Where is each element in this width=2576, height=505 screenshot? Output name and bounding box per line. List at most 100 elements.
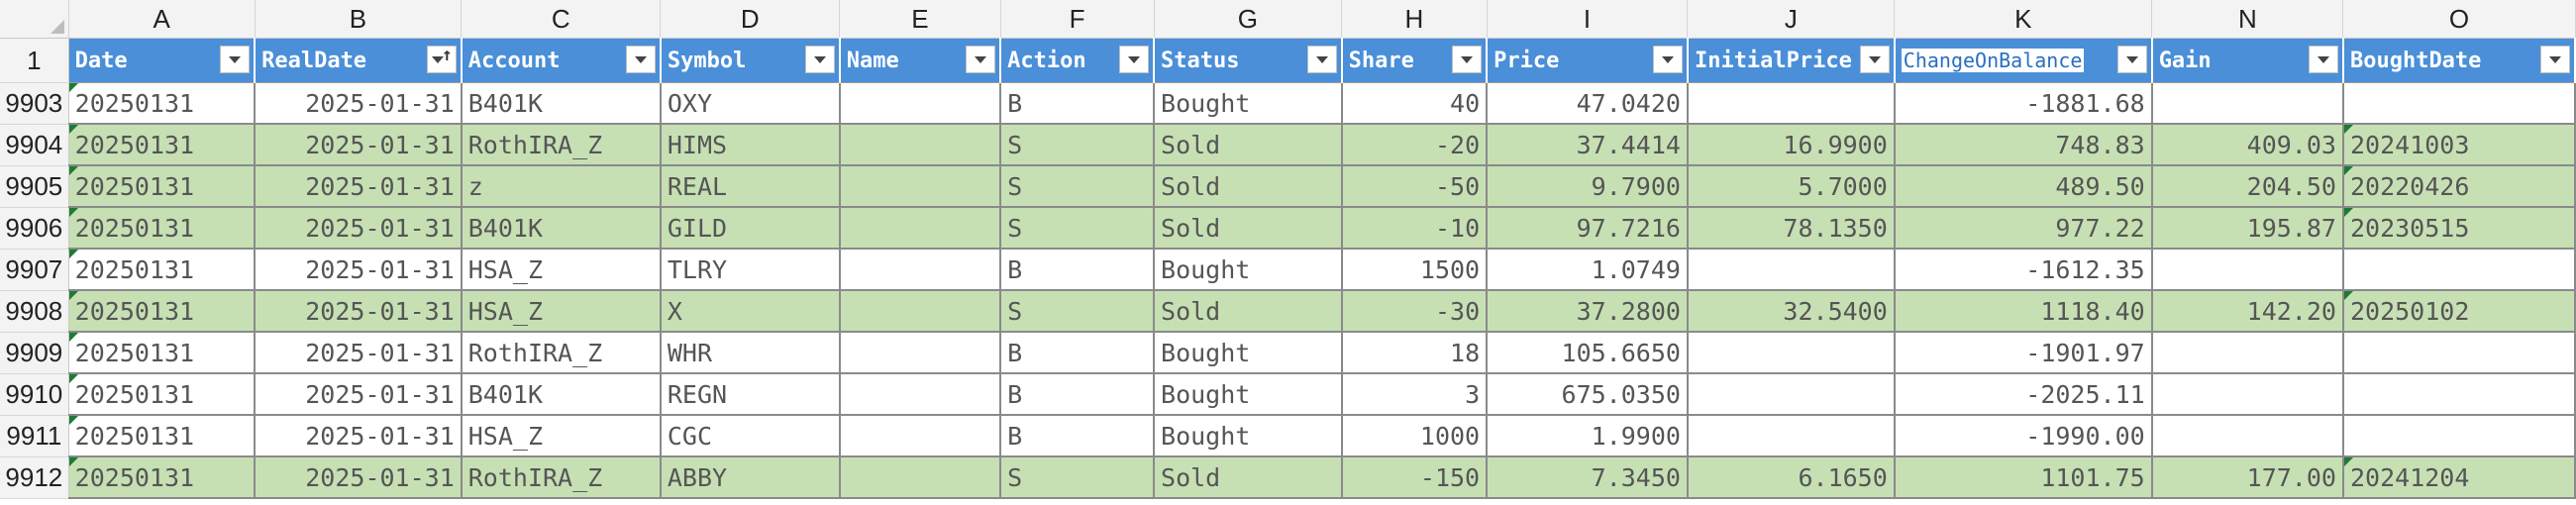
cell-symbol[interactable]: TLRY xyxy=(660,249,841,291)
cell-gain[interactable]: 142.20 xyxy=(2151,290,2344,333)
column-header-H[interactable]: H xyxy=(1341,0,1488,39)
cell-gain[interactable] xyxy=(2151,373,2344,416)
cell-status[interactable]: Sold xyxy=(1154,124,1343,166)
cell-share[interactable]: 3 xyxy=(1341,373,1489,416)
cell-realdate[interactable]: 2025-01-31 xyxy=(255,332,463,374)
cell-account[interactable]: RothIRA_Z xyxy=(461,456,662,499)
column-header-F[interactable]: F xyxy=(1000,0,1155,39)
cell-date[interactable]: 20250131 xyxy=(68,373,257,416)
cell-initialprice[interactable] xyxy=(1687,373,1896,416)
cell-price[interactable]: 47.0420 xyxy=(1487,82,1689,125)
cell-realdate[interactable]: 2025-01-31 xyxy=(255,456,463,499)
cell-account[interactable]: B401K xyxy=(461,373,662,416)
cell-action[interactable]: S xyxy=(1000,290,1156,333)
cell-status[interactable]: Sold xyxy=(1154,290,1343,333)
cell-action[interactable]: S xyxy=(1000,456,1156,499)
cell-share[interactable]: 40 xyxy=(1341,82,1489,125)
filter-dropdown-icon[interactable] xyxy=(804,46,835,73)
cell-date[interactable]: 20250131 xyxy=(68,456,257,499)
cell-share[interactable]: 18 xyxy=(1341,332,1489,374)
cell-price[interactable]: 105.6650 xyxy=(1487,332,1689,374)
row-number[interactable]: 1 xyxy=(0,38,69,83)
header-cell-name[interactable]: Name xyxy=(839,38,1002,83)
header-cell-account[interactable]: Account xyxy=(461,38,662,83)
cell-gain[interactable]: 177.00 xyxy=(2151,456,2344,499)
cell-status[interactable]: Bought xyxy=(1154,373,1343,416)
cell-share[interactable]: -30 xyxy=(1341,290,1489,333)
cell-action[interactable]: S xyxy=(1000,165,1156,208)
cell-boughtdate[interactable]: 20241204 xyxy=(2342,456,2576,499)
filter-dropdown-icon[interactable] xyxy=(1859,46,1890,73)
cell-action[interactable]: B xyxy=(1000,249,1156,291)
cell-status[interactable]: Bought xyxy=(1154,415,1343,457)
header-cell-action[interactable]: Action xyxy=(1000,38,1156,83)
cell-status[interactable]: Bought xyxy=(1154,82,1343,125)
cell-gain[interactable] xyxy=(2151,332,2344,374)
cell-changeonbalance[interactable]: 748.83 xyxy=(1894,124,2153,166)
cell-boughtdate[interactable]: 20220426 xyxy=(2342,165,2576,208)
column-header-A[interactable]: A xyxy=(68,0,256,39)
header-cell-boughtdate[interactable]: BoughtDate xyxy=(2342,38,2576,83)
cell-price[interactable]: 37.2800 xyxy=(1487,290,1689,333)
cell-initialprice[interactable] xyxy=(1687,82,1896,125)
header-cell-share[interactable]: Share xyxy=(1341,38,1489,83)
cell-share[interactable]: -20 xyxy=(1341,124,1489,166)
row-number[interactable]: 9905 xyxy=(0,165,69,208)
cell-price[interactable]: 1.0749 xyxy=(1487,249,1689,291)
cell-realdate[interactable]: 2025-01-31 xyxy=(255,373,463,416)
cell-status[interactable]: Sold xyxy=(1154,165,1343,208)
header-cell-gain[interactable]: Gain xyxy=(2151,38,2344,83)
header-cell-changeonbalance[interactable]: ChangeOnBalance xyxy=(1894,38,2153,83)
cell-date[interactable]: 20250131 xyxy=(68,290,257,333)
column-header-O[interactable]: O xyxy=(2342,0,2576,39)
cell-boughtdate[interactable] xyxy=(2342,373,2576,416)
cell-account[interactable]: HSA_Z xyxy=(461,290,662,333)
cell-gain[interactable]: 409.03 xyxy=(2151,124,2344,166)
cell-date[interactable]: 20250131 xyxy=(68,332,257,374)
cell-initialprice[interactable]: 6.1650 xyxy=(1687,456,1896,499)
cell-realdate[interactable]: 2025-01-31 xyxy=(255,249,463,291)
cell-realdate[interactable]: 2025-01-31 xyxy=(255,207,463,250)
cell-changeonbalance[interactable]: -2025.11 xyxy=(1894,373,2153,416)
cell-symbol[interactable]: CGC xyxy=(660,415,841,457)
cell-status[interactable]: Bought xyxy=(1154,249,1343,291)
row-number[interactable]: 9903 xyxy=(0,82,69,125)
cell-boughtdate[interactable]: 20241003 xyxy=(2342,124,2576,166)
row-number[interactable]: 9912 xyxy=(0,456,69,499)
cell-name[interactable] xyxy=(839,415,1002,457)
cell-boughtdate[interactable] xyxy=(2342,249,2576,291)
cell-price[interactable]: 1.9900 xyxy=(1487,415,1689,457)
cell-account[interactable]: B401K xyxy=(461,82,662,125)
filter-dropdown-icon[interactable] xyxy=(2308,46,2338,73)
cell-changeonbalance[interactable]: 489.50 xyxy=(1894,165,2153,208)
cell-boughtdate[interactable] xyxy=(2342,415,2576,457)
cell-changeonbalance[interactable]: 1118.40 xyxy=(1894,290,2153,333)
cell-account[interactable]: HSA_Z xyxy=(461,415,662,457)
cell-boughtdate[interactable]: 20230515 xyxy=(2342,207,2576,250)
cell-initialprice[interactable]: 16.9900 xyxy=(1687,124,1896,166)
filter-dropdown-icon[interactable] xyxy=(966,46,996,73)
cell-account[interactable]: HSA_Z xyxy=(461,249,662,291)
cell-account[interactable]: z xyxy=(461,165,662,208)
filter-dropdown-icon[interactable] xyxy=(2540,46,2570,73)
cell-share[interactable]: -50 xyxy=(1341,165,1489,208)
cell-symbol[interactable]: REGN xyxy=(660,373,841,416)
filter-dropdown-icon[interactable] xyxy=(1119,46,1150,73)
column-header-E[interactable]: E xyxy=(839,0,1001,39)
cell-action[interactable]: B xyxy=(1000,373,1156,416)
cell-symbol[interactable]: REAL xyxy=(660,165,841,208)
cell-changeonbalance[interactable]: 1101.75 xyxy=(1894,456,2153,499)
cell-status[interactable]: Bought xyxy=(1154,332,1343,374)
cell-price[interactable]: 97.7216 xyxy=(1487,207,1689,250)
header-cell-status[interactable]: Status xyxy=(1154,38,1343,83)
cell-status[interactable]: Sold xyxy=(1154,456,1343,499)
cell-date[interactable]: 20250131 xyxy=(68,165,257,208)
row-number[interactable]: 9909 xyxy=(0,332,69,374)
select-all-corner[interactable] xyxy=(0,0,69,39)
cell-initialprice[interactable]: 32.5400 xyxy=(1687,290,1896,333)
cell-gain[interactable] xyxy=(2151,415,2344,457)
cell-date[interactable]: 20250131 xyxy=(68,82,257,125)
cell-changeonbalance[interactable]: -1901.97 xyxy=(1894,332,2153,374)
cell-action[interactable]: S xyxy=(1000,207,1156,250)
cell-name[interactable] xyxy=(839,207,1002,250)
